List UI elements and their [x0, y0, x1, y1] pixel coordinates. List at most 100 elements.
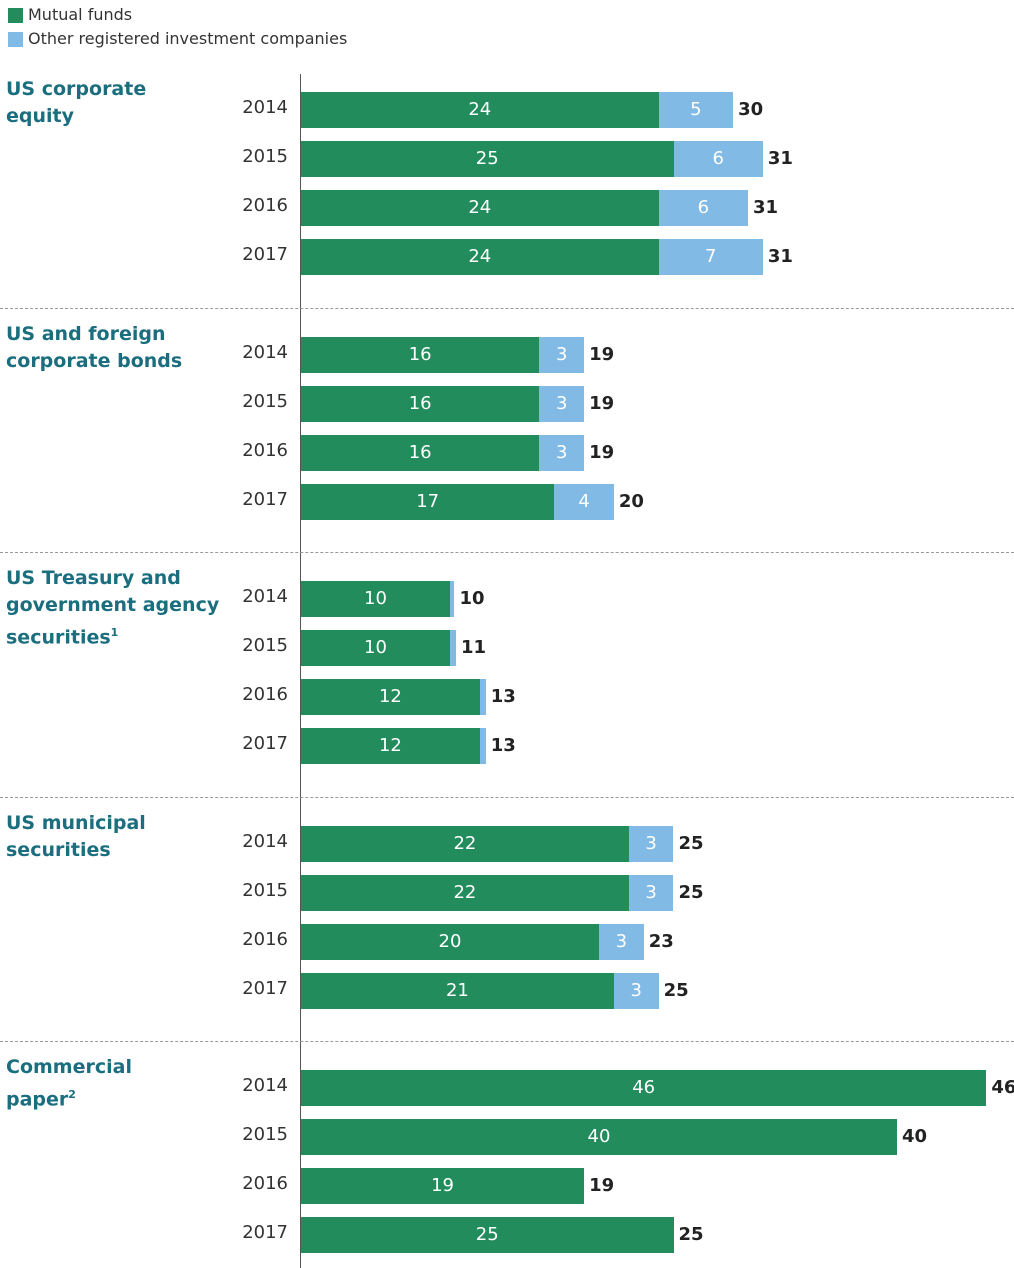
year-label: 2016 [242, 928, 288, 950]
bar-segment [301, 239, 659, 275]
group-name-line: paper2 [6, 1081, 132, 1113]
segment-label: 3 [556, 441, 568, 463]
bar-segment [539, 385, 585, 422]
segment-label: 24 [468, 99, 492, 120]
total-label: 11 [460, 637, 487, 658]
group-name-text: US and foreign [6, 322, 166, 345]
year-label: 2017 [242, 733, 288, 754]
bar-segment [658, 190, 748, 226]
segment-label: 3 [630, 979, 642, 1001]
segment-label: 12 [378, 735, 402, 756]
bar-segment [301, 679, 480, 715]
total-label: 25 [678, 881, 704, 903]
year-label: 2017 [242, 977, 288, 999]
year-label: 2014 [242, 341, 288, 363]
bar-segment [628, 825, 674, 862]
segment-label: 7 [705, 246, 717, 267]
group-name-text: US Treasury and [6, 567, 181, 589]
segment-label: 3 [645, 832, 657, 854]
group-separator [0, 552, 1014, 553]
year-label: 2014 [242, 586, 288, 607]
total-label: 20 [618, 490, 644, 512]
group-name-line: securities1 [6, 619, 219, 651]
segment-label: 6 [697, 197, 710, 218]
segment-label: 22 [453, 832, 477, 854]
bar-segment [301, 923, 599, 960]
segment-label: 24 [468, 197, 492, 218]
group-name-text: government agency [6, 594, 220, 616]
group-name-line: equity [6, 103, 146, 130]
bar-segment [673, 141, 763, 177]
footnote-mark: 2 [68, 1088, 76, 1101]
segment-label: 17 [416, 490, 440, 512]
year-label: 2017 [242, 244, 288, 265]
segment-label: 16 [408, 441, 432, 463]
segment-label: 25 [475, 1224, 499, 1245]
total-label: 25 [663, 979, 689, 1001]
bar-segment [658, 92, 734, 128]
total-label: 25 [678, 1224, 704, 1245]
bar-segment [450, 630, 456, 666]
segment-label: 16 [408, 343, 432, 365]
bar-segment [301, 1119, 897, 1155]
group-name-line: Commercial [6, 1054, 132, 1081]
bar-segment [450, 581, 455, 617]
segment-label: 3 [645, 881, 657, 903]
group-name-text: equity [6, 105, 74, 127]
segment-label: 10 [364, 588, 387, 609]
group-name-text: US corporate [6, 78, 147, 100]
segment-label: 25 [475, 148, 499, 169]
group-name: US Treasury and government agency securiti… [6, 565, 219, 651]
year-label: 2016 [242, 195, 288, 216]
total-label: 40 [902, 1126, 928, 1147]
total-label: 13 [490, 735, 516, 756]
group-name: US and foreign corporate bonds [6, 321, 182, 375]
legend-label: Mutual funds [28, 5, 133, 24]
bar-segment [628, 874, 674, 911]
total-label: 31 [767, 148, 793, 169]
legend-swatch [8, 32, 23, 47]
segment-label: 3 [556, 343, 568, 365]
segment-label: 20 [438, 930, 462, 952]
bar-segment [301, 92, 659, 128]
total-label: 19 [589, 1175, 615, 1196]
group-separator [0, 1041, 1014, 1042]
group-name-text: securities [6, 838, 111, 861]
year-label: 2014 [242, 1075, 288, 1096]
axis-line [300, 74, 301, 1268]
bar-segment [301, 972, 614, 1009]
group-name-line: US and foreign [6, 321, 182, 348]
group-name-line: US Treasury and [6, 565, 219, 592]
bar-segment [599, 923, 644, 960]
segment-label: 3 [615, 930, 628, 952]
group-name-text: corporate bonds [6, 349, 183, 372]
total-label: 19 [589, 392, 615, 414]
year-label: 2015 [242, 635, 288, 656]
total-label: 31 [767, 246, 793, 267]
bar-segment [479, 728, 486, 764]
total-label: 13 [490, 686, 516, 707]
group-name-text: Commercial [6, 1056, 132, 1078]
group-name-text: US municipal [6, 811, 146, 834]
bar-segment [301, 385, 540, 422]
total-label: 10 [459, 588, 485, 609]
segment-label: 10 [364, 637, 387, 658]
group-name-line: government agency [6, 592, 219, 619]
total-label: 30 [738, 99, 764, 120]
bar-segment [301, 190, 659, 226]
segment-label: 12 [378, 686, 402, 707]
bar-segment [539, 434, 585, 471]
bar-segment [301, 581, 450, 617]
segment-label: 21 [445, 979, 469, 1001]
segment-label: 16 [408, 392, 432, 414]
year-label: 2015 [242, 390, 288, 412]
bar-segment [301, 141, 674, 177]
group-name: Commercial paper2 [6, 1054, 132, 1113]
segment-label: 5 [690, 99, 702, 120]
bar-segment [479, 679, 486, 715]
bar-segment [301, 1217, 674, 1253]
bar-segment [301, 630, 450, 666]
legend-label: Other registered investment companies [28, 29, 348, 48]
bar-segment [554, 483, 614, 520]
